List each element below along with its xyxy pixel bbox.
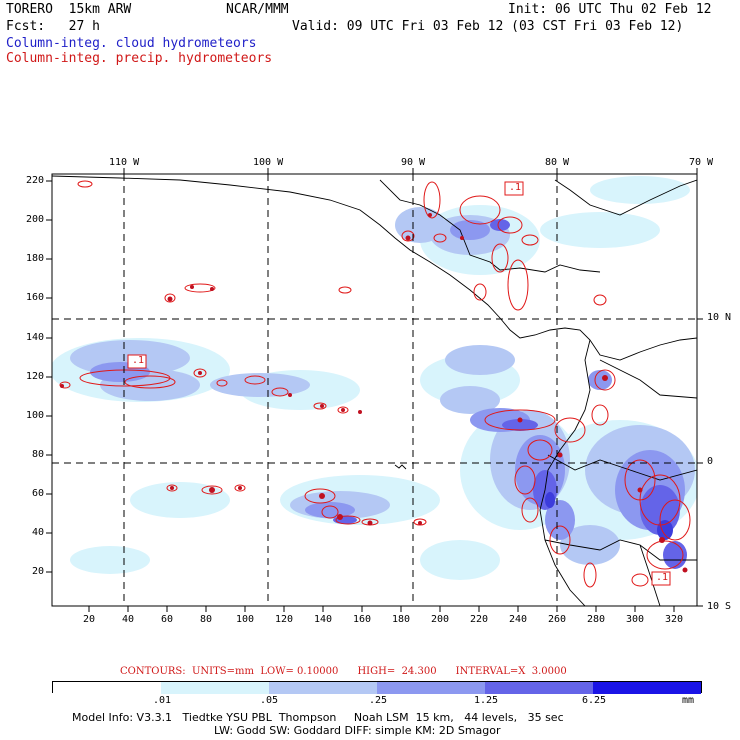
grid-x-label: 60 (161, 614, 174, 625)
colorbar-swatch (377, 682, 486, 694)
precip-contours (59, 180, 691, 588)
grid-y-label: 200 (26, 214, 45, 225)
colorbar-label: 1.25 (474, 695, 499, 706)
colorbar-swatch (485, 682, 594, 694)
valid-time: Valid: 09 UTC Fri 03 Feb 12 (03 CST Fri … (292, 19, 684, 34)
grid-y-label: 20 (32, 566, 45, 577)
model-physics: LW: Godd SW: Goddard DIFF: simple KM: 2D… (214, 724, 501, 737)
lat-label: 10 S (707, 601, 732, 612)
colorbar-swatch (593, 682, 701, 694)
lon-label: 90 W (401, 157, 426, 168)
init-time: Init: 06 UTC Thu 02 Feb 12 (508, 2, 712, 17)
center-name: NCAR/MMM (226, 2, 289, 17)
lon-label: 70 W (689, 157, 714, 168)
contour-label: .1 (656, 572, 669, 583)
grid-y-label: 40 (32, 527, 45, 538)
colorbar-label: .25 (369, 695, 388, 706)
coastlines (52, 175, 697, 606)
grid-x-label: 100 (236, 614, 255, 625)
grid-x-label: 220 (470, 614, 489, 625)
lon-label: 110 W (109, 157, 140, 168)
field-cloud-label: Column-integ. cloud hydrometeors (6, 36, 257, 51)
colorbar-label: .05 (260, 695, 279, 706)
grid-y-label: 60 (32, 488, 45, 499)
grid-y-label: 100 (26, 410, 45, 421)
colorbar-label: .01 (153, 695, 172, 706)
precip-cores (60, 213, 688, 573)
grid-x-label: 200 (431, 614, 450, 625)
colorbar-swatch (269, 682, 378, 694)
grid-x-label: 280 (587, 614, 606, 625)
grid-x-label: 40 (122, 614, 135, 625)
grid-x-label: 180 (392, 614, 411, 625)
grid-x-label: 240 (509, 614, 528, 625)
colorbar-label: 6.25 (582, 695, 607, 706)
contours-info: CONTOURS: UNITS=mm LOW= 0.10000 HIGH= 24… (120, 666, 567, 677)
grid-y-label: 140 (26, 332, 45, 343)
model-info: Model Info: V3.3.1 Tiedtke YSU PBL Thomp… (72, 711, 564, 724)
grid-y-label: 120 (26, 371, 45, 382)
contour-label: .1 (509, 182, 522, 193)
grid-y-label: 180 (26, 253, 45, 264)
map-frame (51, 173, 698, 607)
colorbar-swatch (53, 682, 162, 694)
frame-ticks (46, 168, 703, 612)
grid-x-label: 120 (275, 614, 294, 625)
forecast-hour: Fcst: 27 h (6, 19, 100, 34)
contour-label-boxes (127, 181, 671, 586)
grid-y-label: 80 (32, 449, 45, 460)
colorbar-swatch (161, 682, 270, 694)
grid-x-label: 20 (83, 614, 96, 625)
model-title: TORERO 15km ARW (6, 2, 132, 17)
colorbar-unit: mm (682, 695, 695, 706)
grid-x-label: 160 (353, 614, 372, 625)
grid-y-label: 220 (26, 175, 45, 186)
grid-x-label: 320 (665, 614, 684, 625)
latlon-grid (52, 174, 697, 606)
grid-x-label: 300 (626, 614, 645, 625)
cloud-shading-layer (52, 176, 697, 580)
lat-label: 10 N (707, 312, 732, 323)
contour-label: .1 (132, 355, 145, 366)
lat-label: 0 (707, 456, 714, 467)
grid-x-label: 260 (548, 614, 567, 625)
grid-x-label: 80 (200, 614, 213, 625)
grid-x-label: 140 (314, 614, 333, 625)
grid-y-label: 160 (26, 292, 45, 303)
lon-label: 100 W (253, 157, 284, 168)
lon-label: 80 W (545, 157, 570, 168)
field-precip-label: Column-integ. precip. hydrometeors (6, 51, 273, 66)
colorbar (52, 681, 702, 694)
